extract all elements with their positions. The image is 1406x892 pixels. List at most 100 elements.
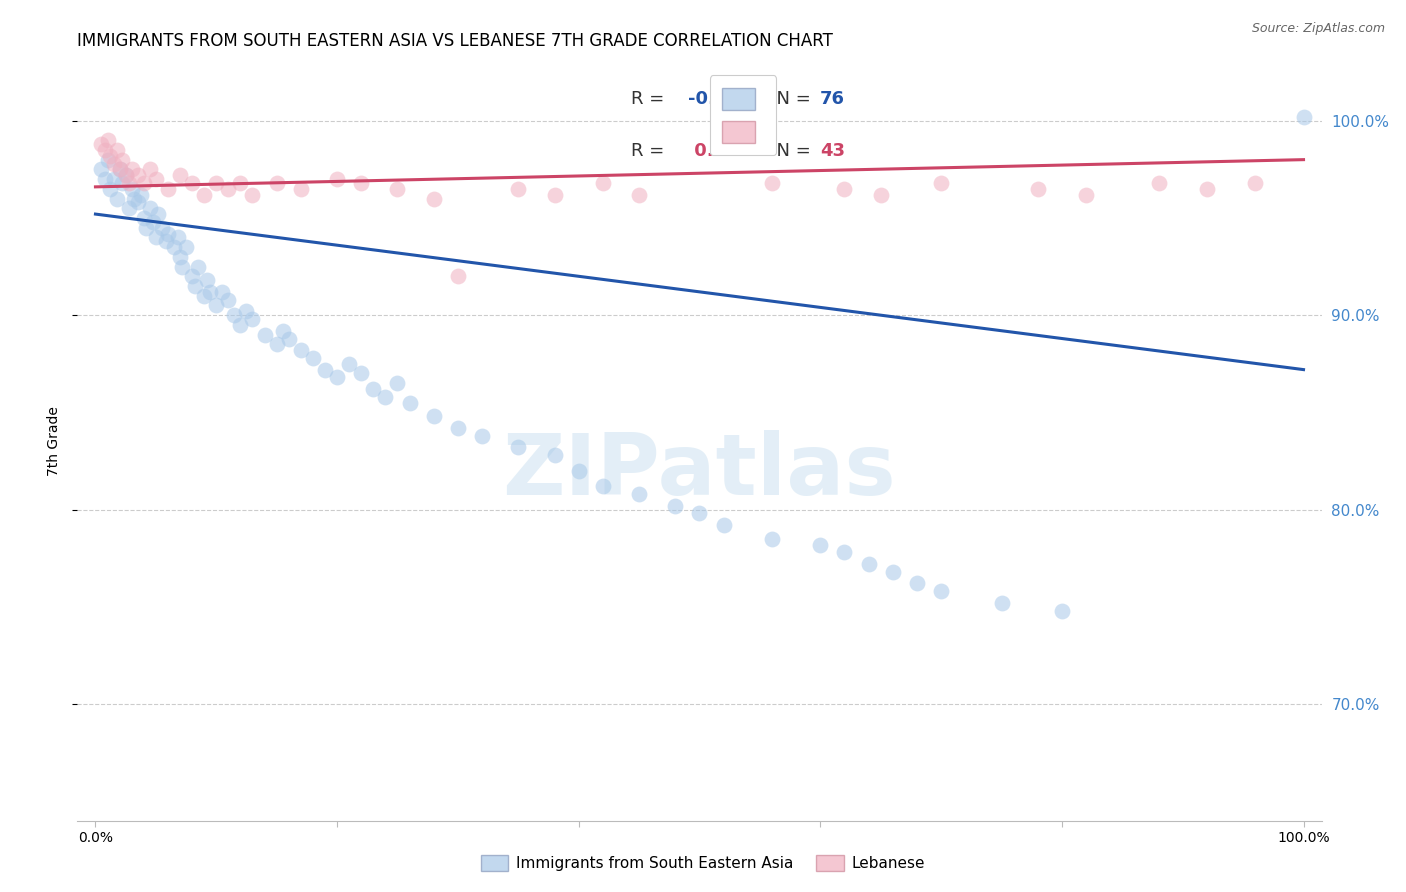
Point (543, 448, 565, 462)
Point (142, 215, 165, 229)
Point (990, 596, 1012, 610)
Point (350, 176, 373, 190)
Point (905, 576, 928, 591)
Point (217, 293, 239, 307)
Point (808, 538, 831, 552)
Point (869, 187, 891, 202)
Point (205, 298, 228, 312)
Point (181, 269, 204, 284)
Text: ZIPatlas: ZIPatlas (502, 430, 897, 514)
Point (139, 162, 162, 177)
Point (302, 351, 325, 365)
Point (121, 162, 143, 177)
Point (156, 227, 179, 241)
Point (290, 343, 312, 358)
Point (111, 153, 134, 167)
Legend: , : , (710, 75, 776, 155)
Point (387, 376, 409, 391)
Point (266, 176, 288, 190)
Point (127, 168, 149, 182)
Y-axis label: 7th Grade: 7th Grade (46, 407, 60, 476)
Point (398, 395, 420, 409)
Point (118, 176, 141, 190)
Text: IMMIGRANTS FROM SOUTH EASTERN ASIA VS LEBANESE 7TH GRADE CORRELATION CHART: IMMIGRANTS FROM SOUTH EASTERN ASIA VS LE… (77, 32, 834, 50)
Point (172, 260, 194, 274)
Point (224, 308, 246, 322)
Point (508, 182, 530, 196)
Point (169, 168, 191, 182)
Point (108, 162, 131, 177)
Point (508, 441, 530, 455)
Legend: Immigrants from South Eastern Asia, Lebanese: Immigrants from South Eastern Asia, Leba… (475, 849, 931, 877)
Point (1195, 182, 1218, 196)
Point (543, 187, 565, 202)
Point (193, 187, 215, 202)
Point (1292, 110, 1315, 124)
Point (326, 172, 349, 186)
Point (834, 182, 856, 196)
Point (363, 382, 385, 396)
Point (114, 168, 136, 182)
Point (447, 421, 470, 435)
Point (271, 324, 294, 338)
Point (229, 318, 252, 332)
Point (139, 201, 162, 215)
Point (374, 390, 396, 404)
Point (1050, 604, 1073, 618)
Text: Source: ZipAtlas.com: Source: ZipAtlas.com (1251, 22, 1385, 36)
Point (326, 370, 349, 384)
Point (350, 367, 373, 381)
Point (145, 230, 167, 244)
Point (592, 479, 614, 493)
Point (471, 428, 494, 442)
Point (94, 172, 117, 186)
Point (132, 211, 155, 225)
Point (277, 331, 299, 345)
Point (121, 182, 143, 196)
Point (290, 182, 312, 196)
Point (105, 143, 128, 157)
Point (689, 507, 711, 521)
Point (337, 357, 360, 371)
Point (96, 153, 118, 167)
Point (90, 137, 112, 152)
Point (628, 187, 651, 202)
Text: R =: R = (631, 90, 671, 108)
Point (127, 195, 149, 210)
Point (628, 487, 651, 501)
Point (150, 220, 173, 235)
Point (108, 162, 131, 177)
Point (148, 207, 170, 221)
Point (103, 156, 125, 170)
Point (90, 162, 112, 177)
Point (266, 337, 288, 351)
Point (235, 304, 257, 318)
Point (761, 176, 783, 190)
Point (929, 584, 952, 599)
Point (858, 557, 880, 571)
Point (174, 240, 197, 254)
Text: 43: 43 (820, 142, 845, 160)
Point (94, 143, 117, 157)
Point (200, 285, 222, 299)
Point (105, 192, 128, 206)
Point (568, 464, 591, 478)
Point (447, 269, 470, 284)
Point (834, 545, 856, 559)
Point (155, 235, 177, 249)
Point (187, 260, 209, 274)
Point (135, 220, 157, 235)
Text: N =: N = (765, 90, 817, 108)
Point (387, 182, 409, 196)
Text: 76: 76 (820, 90, 845, 108)
Point (761, 532, 783, 546)
Point (253, 327, 276, 342)
Point (193, 289, 215, 303)
Point (118, 201, 141, 215)
Point (929, 176, 952, 190)
Point (1074, 187, 1097, 202)
Point (882, 565, 904, 579)
Point (664, 499, 686, 513)
Point (242, 312, 264, 326)
Point (98, 149, 121, 163)
